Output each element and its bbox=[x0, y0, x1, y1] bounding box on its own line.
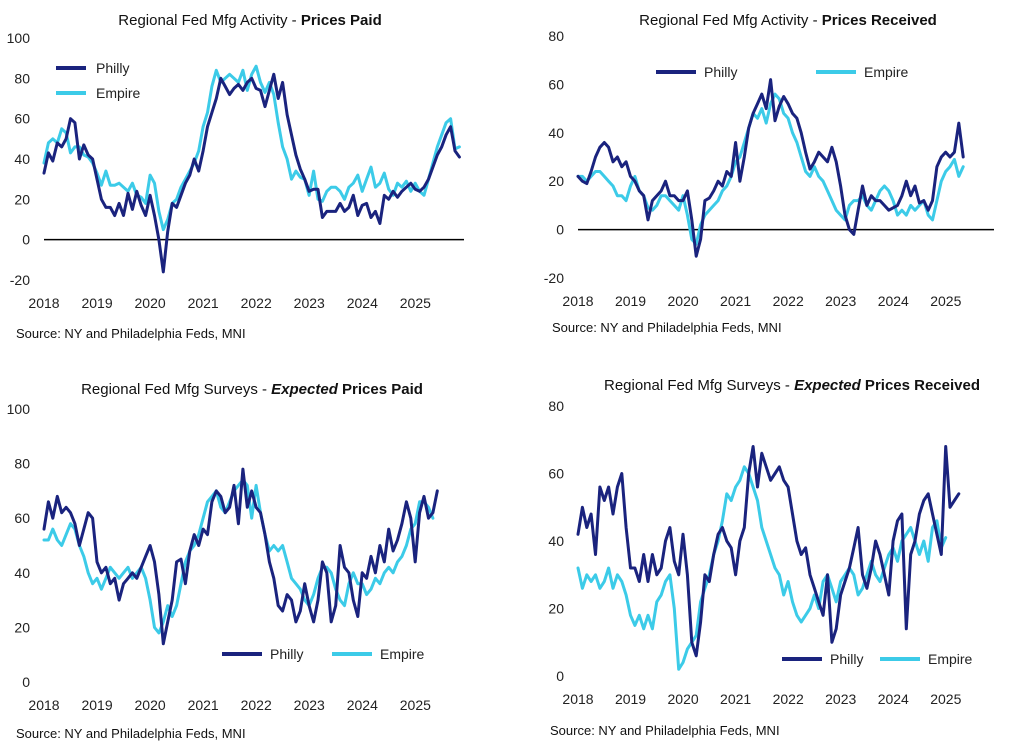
x-tick-label: 2018 bbox=[562, 691, 593, 707]
chart-title: Regional Fed Mfg Activity - Prices Paid bbox=[118, 12, 381, 29]
legend-label-philly: Philly bbox=[270, 646, 303, 662]
chart-title: Regional Fed Mfg Activity - Prices Recei… bbox=[639, 12, 937, 29]
y-tick-label: -20 bbox=[544, 270, 564, 286]
y-tick-label: -20 bbox=[10, 272, 30, 288]
source-note: Source: NY and Philadelphia Feds, MNI bbox=[16, 726, 246, 741]
series-line-philly bbox=[576, 78, 965, 258]
x-tick-label: 2022 bbox=[773, 293, 804, 309]
x-tick-label: 2020 bbox=[668, 691, 699, 707]
x-tick-label: 2019 bbox=[615, 293, 646, 309]
x-tick-label: 2021 bbox=[188, 295, 219, 311]
y-tick-label: 40 bbox=[14, 565, 30, 581]
y-tick-label: 80 bbox=[548, 28, 564, 44]
x-tick-label: 2022 bbox=[241, 295, 272, 311]
legend-label-philly: Philly bbox=[830, 651, 863, 667]
x-tick-label: 2018 bbox=[28, 295, 59, 311]
y-tick-label: 20 bbox=[548, 601, 564, 617]
chart-svg: Regional Fed Mfg Surveys - Expected Pric… bbox=[548, 377, 980, 738]
x-tick-label: 2023 bbox=[825, 293, 856, 309]
x-tick-label: 2023 bbox=[294, 295, 325, 311]
series-line-empire bbox=[576, 92, 965, 246]
y-tick-label: 20 bbox=[548, 173, 564, 189]
y-tick-label: 40 bbox=[14, 151, 30, 167]
x-tick-label: 2018 bbox=[28, 697, 59, 713]
series-line-empire bbox=[42, 64, 461, 232]
y-tick-label: 80 bbox=[14, 456, 30, 472]
x-tick-label: 2023 bbox=[294, 697, 325, 713]
y-tick-label: 40 bbox=[548, 533, 564, 549]
chart-prices-paid: Regional Fed Mfg Activity - Prices Paid -… bbox=[0, 0, 516, 348]
chart-title: Regional Fed Mfg Surveys - Expected Pric… bbox=[81, 381, 423, 398]
source-note: Source: NY and Philadelphia Feds, MNI bbox=[552, 320, 782, 335]
legend-label-empire: Empire bbox=[96, 85, 141, 101]
series-line-philly bbox=[576, 445, 961, 658]
chart-svg: Regional Fed Mfg Activity - Prices Paid -… bbox=[7, 12, 464, 341]
x-tick-label: 2025 bbox=[400, 697, 431, 713]
y-tick-label: 20 bbox=[14, 191, 30, 207]
y-tick-label: 80 bbox=[548, 398, 564, 414]
y-tick-label: 60 bbox=[548, 76, 564, 92]
y-tick-label: 0 bbox=[556, 668, 564, 684]
x-tick-label: 2024 bbox=[347, 295, 378, 311]
legend-label-empire: Empire bbox=[928, 651, 973, 667]
x-tick-label: 2019 bbox=[81, 697, 112, 713]
legend-label-philly: Philly bbox=[96, 60, 129, 76]
source-note: Source: NY and Philadelphia Feds, MNI bbox=[550, 723, 780, 738]
chart-svg: Regional Fed Mfg Activity - Prices Recei… bbox=[544, 12, 994, 335]
chart-expected-prices-received: Regional Fed Mfg Surveys - Expected Pric… bbox=[516, 368, 1032, 744]
x-tick-label: 2019 bbox=[615, 691, 646, 707]
y-tick-label: 0 bbox=[22, 674, 30, 690]
y-tick-label: 60 bbox=[548, 466, 564, 482]
x-tick-label: 2020 bbox=[135, 697, 166, 713]
x-tick-label: 2021 bbox=[720, 293, 751, 309]
y-tick-label: 60 bbox=[14, 510, 30, 526]
x-tick-label: 2018 bbox=[562, 293, 593, 309]
x-tick-label: 2024 bbox=[878, 293, 909, 309]
x-tick-label: 2025 bbox=[400, 295, 431, 311]
x-tick-label: 2023 bbox=[825, 691, 856, 707]
y-tick-label: 40 bbox=[548, 125, 564, 141]
chart-svg: Regional Fed Mfg Surveys - Expected Pric… bbox=[7, 381, 439, 741]
x-tick-label: 2019 bbox=[81, 295, 112, 311]
chart-prices-received: Regional Fed Mfg Activity - Prices Recei… bbox=[516, 0, 1032, 348]
x-tick-label: 2020 bbox=[668, 293, 699, 309]
x-tick-label: 2021 bbox=[720, 691, 751, 707]
series-line-philly bbox=[42, 467, 439, 646]
x-tick-label: 2025 bbox=[930, 293, 961, 309]
y-tick-label: 60 bbox=[14, 111, 30, 127]
x-tick-label: 2024 bbox=[878, 691, 909, 707]
y-tick-label: 80 bbox=[14, 70, 30, 86]
series-line-empire bbox=[42, 478, 435, 635]
y-tick-label: 20 bbox=[14, 619, 30, 635]
x-tick-label: 2022 bbox=[241, 697, 272, 713]
source-note: Source: NY and Philadelphia Feds, MNI bbox=[16, 326, 246, 341]
x-tick-label: 2025 bbox=[930, 691, 961, 707]
x-tick-label: 2022 bbox=[773, 691, 804, 707]
legend-label-empire: Empire bbox=[864, 64, 909, 80]
series-line-philly bbox=[42, 72, 461, 274]
y-tick-label: 100 bbox=[7, 30, 31, 46]
legend-label-philly: Philly bbox=[704, 64, 737, 80]
y-tick-label: 0 bbox=[22, 232, 30, 248]
chart-expected-prices-paid: Regional Fed Mfg Surveys - Expected Pric… bbox=[0, 368, 516, 744]
y-tick-label: 0 bbox=[556, 222, 564, 238]
chart-title: Regional Fed Mfg Surveys - Expected Pric… bbox=[604, 377, 980, 394]
x-tick-label: 2024 bbox=[347, 697, 378, 713]
x-tick-label: 2021 bbox=[188, 697, 219, 713]
legend-label-empire: Empire bbox=[380, 646, 425, 662]
x-tick-label: 2020 bbox=[135, 295, 166, 311]
y-tick-label: 100 bbox=[7, 401, 31, 417]
